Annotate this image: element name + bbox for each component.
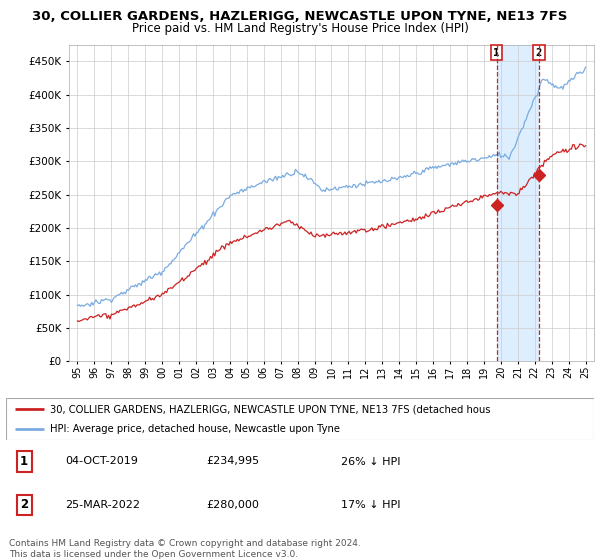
Text: 30, COLLIER GARDENS, HAZLERIGG, NEWCASTLE UPON TYNE, NE13 7FS (detached hous: 30, COLLIER GARDENS, HAZLERIGG, NEWCASTL… xyxy=(50,404,491,414)
Text: 25-MAR-2022: 25-MAR-2022 xyxy=(65,500,140,510)
Text: 17% ↓ HPI: 17% ↓ HPI xyxy=(341,500,401,510)
Text: 1: 1 xyxy=(20,455,28,468)
Text: 2: 2 xyxy=(536,48,542,58)
Text: 30, COLLIER GARDENS, HAZLERIGG, NEWCASTLE UPON TYNE, NE13 7FS: 30, COLLIER GARDENS, HAZLERIGG, NEWCASTL… xyxy=(32,10,568,23)
Text: £280,000: £280,000 xyxy=(206,500,259,510)
Text: Price paid vs. HM Land Registry's House Price Index (HPI): Price paid vs. HM Land Registry's House … xyxy=(131,22,469,35)
Text: £234,995: £234,995 xyxy=(206,456,259,466)
Text: 04-OCT-2019: 04-OCT-2019 xyxy=(65,456,137,466)
Text: 2: 2 xyxy=(20,498,28,511)
Text: 1: 1 xyxy=(493,48,500,58)
Text: This data is licensed under the Open Government Licence v3.0.: This data is licensed under the Open Gov… xyxy=(9,550,298,559)
FancyBboxPatch shape xyxy=(6,398,594,440)
Text: 26% ↓ HPI: 26% ↓ HPI xyxy=(341,456,401,466)
Text: HPI: Average price, detached house, Newcastle upon Tyne: HPI: Average price, detached house, Newc… xyxy=(50,424,340,434)
Bar xyxy=(497,45,539,361)
Text: Contains HM Land Registry data © Crown copyright and database right 2024.: Contains HM Land Registry data © Crown c… xyxy=(9,539,361,548)
